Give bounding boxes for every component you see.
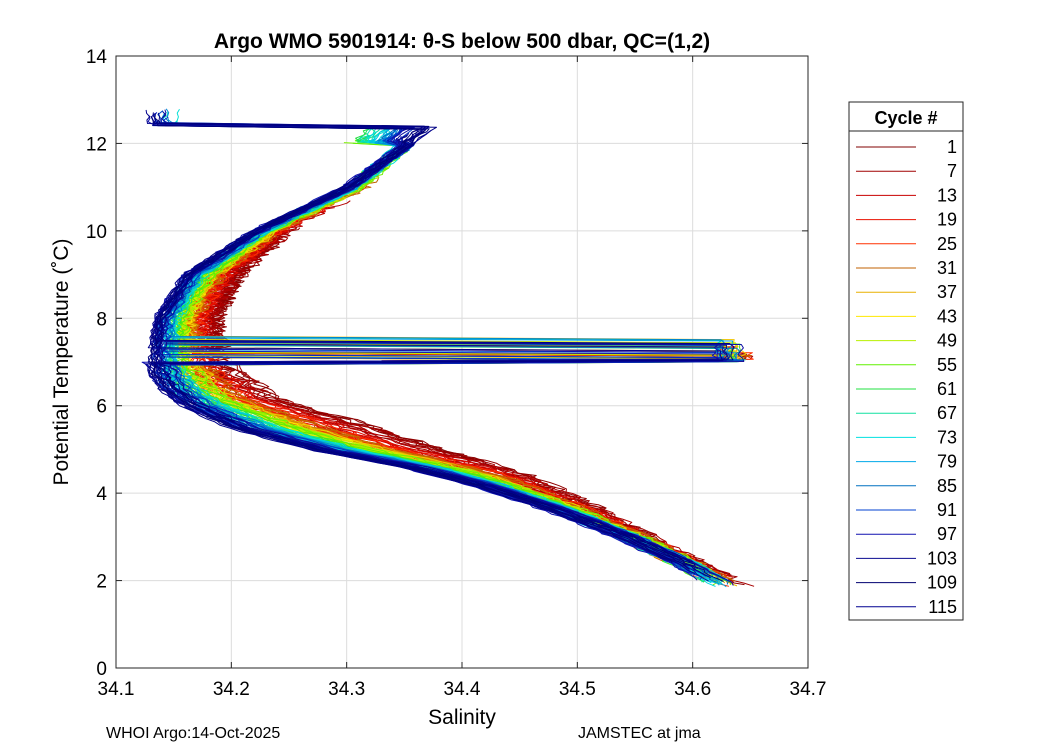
- legend-label-103: 103: [927, 548, 957, 568]
- y-tick-label: 6: [96, 397, 107, 418]
- legend-label-91: 91: [937, 500, 957, 520]
- legend-label-43: 43: [937, 306, 957, 326]
- legend-label-1: 1: [947, 137, 957, 157]
- legend-label-7: 7: [947, 161, 957, 181]
- profile-cycle-111: [150, 132, 711, 579]
- y-axis-ticks: 0 2 4 6 8 10 12 14: [86, 47, 808, 680]
- legend-label-49: 49: [937, 331, 957, 351]
- legend-label-85: 85: [937, 476, 957, 496]
- legend-label-61: 61: [937, 379, 957, 399]
- legend-box: [848, 101, 964, 621]
- legend-label-109: 109: [927, 573, 957, 593]
- footer-source: JAMSTEC at jma: [578, 725, 701, 742]
- legend-label-97: 97: [937, 524, 957, 544]
- y-tick-label: 2: [96, 572, 107, 593]
- legend-label-73: 73: [937, 427, 957, 447]
- x-tick-label: 34.7: [790, 679, 827, 700]
- y-tick-label: 10: [86, 222, 107, 243]
- x-axis-label: Salinity: [428, 706, 496, 729]
- y-axis-label: Potential Temperature (˚C): [50, 238, 73, 485]
- legend-label-37: 37: [937, 282, 957, 302]
- x-tick-label: 34.6: [674, 679, 711, 700]
- chart-title: Argo WMO 5901914: θ-S below 500 dbar, QC…: [214, 30, 710, 53]
- x-axis-ticks: 34.1 34.2 34.3 34.4 34.5 34.6 34.7: [98, 56, 827, 700]
- profile-cycle-115: [154, 130, 680, 558]
- legend-label-79: 79: [937, 452, 957, 472]
- legend-label-55: 55: [937, 355, 957, 375]
- x-tick-label: 34.5: [559, 679, 596, 700]
- legend-label-25: 25: [937, 234, 957, 254]
- profile-cycle-55: [176, 142, 706, 571]
- profile-cycle-114: [144, 109, 724, 574]
- y-tick-label: 8: [96, 309, 107, 330]
- y-tick-label: 0: [96, 659, 107, 680]
- profile-cycle-48: [179, 157, 745, 570]
- x-tick-label: 34.3: [328, 679, 365, 700]
- footer-credit: WHOI Argo:14-Oct-2025: [106, 725, 281, 742]
- legend-label-115: 115: [928, 597, 957, 617]
- y-tick-label: 14: [86, 47, 108, 68]
- y-tick-label: 12: [86, 134, 107, 155]
- legend-label-19: 19: [937, 210, 957, 230]
- legend-label-31: 31: [937, 258, 957, 278]
- x-tick-label: 34.1: [98, 679, 135, 700]
- legend-label-67: 67: [937, 403, 957, 423]
- y-tick-label: 4: [96, 484, 107, 505]
- legend: Cycle # 1 7 13 19 25 31 37 43 49 55 61 67 73 79 85 91 97…: [848, 101, 964, 621]
- profile-lines: [141, 108, 755, 588]
- x-tick-label: 34.2: [213, 679, 250, 700]
- x-tick-label: 34.4: [444, 679, 481, 700]
- legend-title: Cycle #: [874, 108, 937, 128]
- legend-label-13: 13: [937, 185, 957, 205]
- legend-entries: 1 7 13 19 25 31 37 43 49 55 61 67 73 79 85 91 97 103 109 11…: [856, 137, 957, 617]
